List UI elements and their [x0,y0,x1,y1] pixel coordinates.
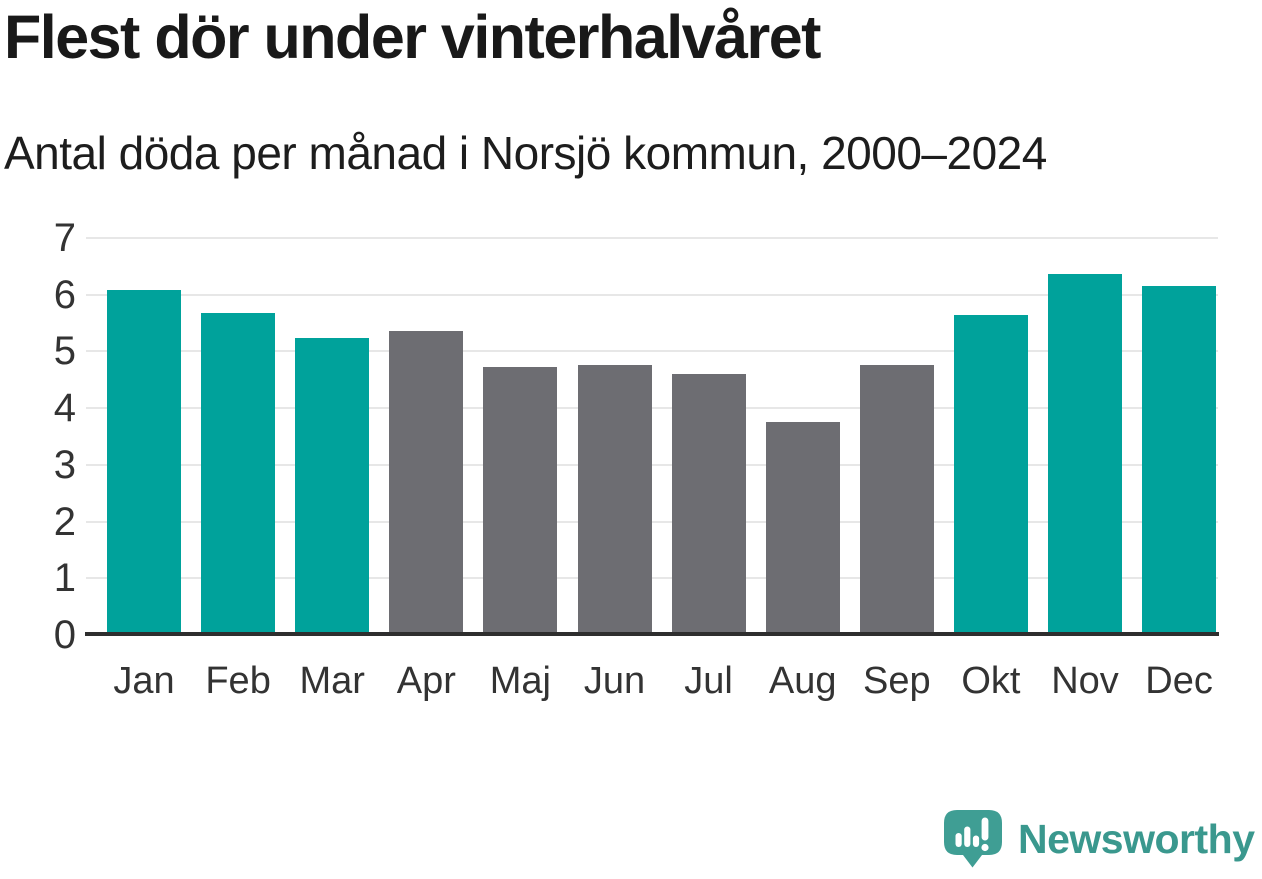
gridline-6 [86,293,1218,296]
chart-subtitle: Antal döda per månad i Norsjö kommun, 20… [4,127,1047,179]
x-tick-label-okt: Okt [961,660,1021,702]
footer-branding: Newsworthy [943,809,1255,869]
x-tick-label-aug: Aug [768,660,837,702]
bar-sep [859,365,934,635]
gridline-2 [86,520,1218,523]
newsworthy-logo-icon [944,810,1002,868]
y-tick-label-0: 0 [53,613,76,657]
gridline-3 [86,463,1218,466]
x-tick-label-sep: Sep [862,660,931,702]
chart-title: Flest dör under vinterhalvåret [4,3,822,71]
x-tick-label-jul: Jul [684,660,733,702]
bar-jul [671,374,746,635]
bar-apr [389,331,464,635]
gridline-1 [86,577,1218,580]
gridline-4 [86,407,1218,410]
bar-aug [765,421,840,635]
x-axis-line [85,632,1219,636]
bar-maj [483,367,558,635]
y-tick-label-7: 7 [53,216,76,260]
bar-okt [953,315,1028,635]
x-tick-label-jun: Jun [583,660,646,702]
bar-feb [201,312,276,635]
x-tick-label-jan: Jan [113,660,175,702]
y-tick-label-6: 6 [53,272,76,317]
x-tick-label-nov: Nov [1051,660,1119,702]
x-tick-label-apr: Apr [396,660,456,702]
y-tick-label-1: 1 [53,556,76,601]
x-tick-label-mar: Mar [299,660,365,702]
x-tick-label-dec: Dec [1145,660,1213,702]
bar-jan [107,290,181,635]
y-tick-label-3: 3 [53,442,76,487]
x-tick-label-maj: Maj [489,660,551,702]
bar-dec [1142,285,1217,635]
gridline-5 [86,350,1218,353]
x-tick-label-feb: Feb [205,660,271,702]
y-tick-label-2: 2 [53,499,76,544]
newsworthy-wordmark: Newsworthy [1018,815,1255,862]
bar-nov [1048,274,1122,635]
bar-mar [295,337,370,635]
bar-jun [577,365,652,635]
y-tick-label-5: 5 [53,329,76,374]
y-tick-label-4: 4 [53,386,76,431]
gridline-7 [86,237,1218,239]
